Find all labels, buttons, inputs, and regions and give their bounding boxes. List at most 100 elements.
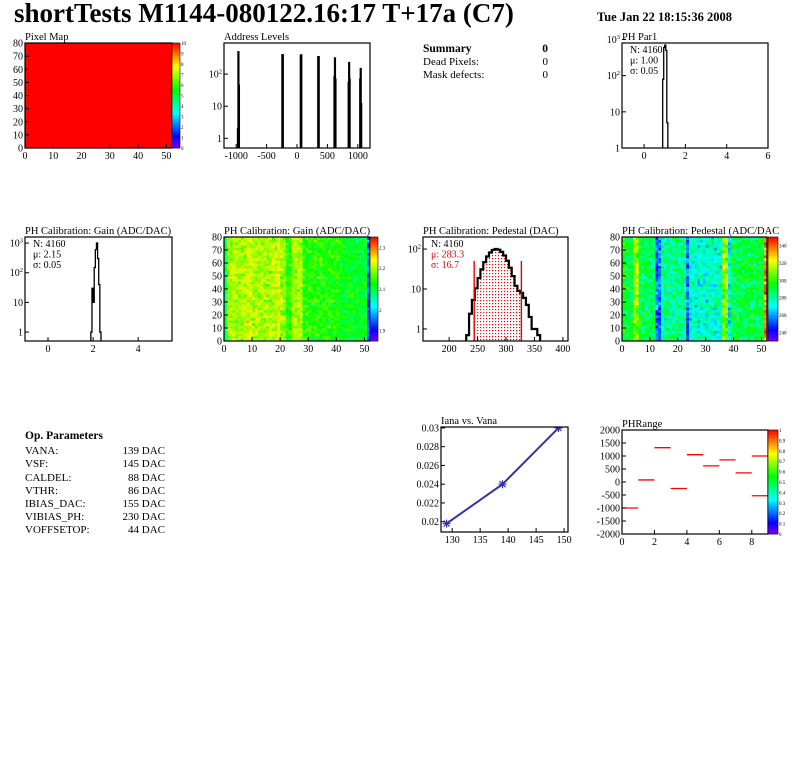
heatmap-cell — [336, 268, 340, 272]
heatmap-cell — [299, 322, 303, 326]
heatmap-cell — [716, 315, 720, 318]
heatmap-cell — [669, 244, 673, 248]
heatmap-cell — [226, 333, 230, 337]
heatmap-cell — [361, 299, 365, 303]
heatmap-cell — [758, 276, 762, 279]
heatmap-cell — [305, 255, 309, 259]
palette-label: 320 — [779, 262, 787, 267]
heatmap-cell — [322, 283, 326, 287]
heatmap-cell — [282, 322, 287, 326]
heatmap-cell — [268, 260, 273, 264]
heatmap-cell — [716, 265, 720, 269]
heatmap-cell — [327, 257, 331, 261]
heatmap-cell — [285, 296, 289, 300]
palette-cell — [768, 318, 778, 321]
heatmap-cell — [358, 281, 362, 285]
heatmap-cell — [661, 304, 665, 308]
heatmap-cell — [311, 294, 315, 298]
palette-cell — [768, 517, 778, 520]
heatmap-cell — [224, 302, 228, 305]
heatmap-cell — [661, 244, 665, 248]
heatmap-cell — [691, 263, 695, 266]
heatmap-cell — [330, 260, 334, 264]
x-tick-label: 1000 — [348, 151, 368, 162]
heatmap-cell — [719, 328, 723, 331]
heatmap-cell — [252, 338, 256, 341]
heatmap-cell — [733, 307, 737, 311]
heatmap-cell — [229, 328, 233, 331]
heatmap-cell — [739, 322, 743, 326]
heatmap-cell — [624, 252, 628, 256]
heatmap-cell — [291, 252, 295, 256]
heatmap-cell — [302, 276, 306, 279]
heatmap-cell — [630, 281, 634, 285]
heatmap-cell — [336, 294, 340, 298]
heatmap-cell — [353, 270, 357, 274]
heatmap-cell — [308, 338, 312, 341]
heatmap-cell — [229, 270, 233, 274]
heatmap-cell — [761, 335, 765, 339]
heatmap-cell — [714, 278, 718, 282]
heatmap-cell — [747, 281, 751, 285]
heatmap-cell — [758, 270, 762, 274]
heatmap-cell — [691, 325, 695, 329]
heatmap-cell — [638, 273, 642, 277]
heatmap-cell — [274, 307, 278, 311]
heatmap-cell — [266, 281, 270, 285]
heatmap-cell — [235, 294, 239, 298]
x-tick-label: 20 — [275, 344, 285, 355]
heatmap-cell — [753, 320, 757, 324]
heatmap-cell — [683, 268, 687, 272]
heatmap-cell — [316, 273, 320, 277]
heatmap-cell — [260, 281, 264, 285]
heatmap-cell — [257, 273, 261, 277]
heatmap-cell — [339, 283, 343, 287]
heatmap-cell — [702, 294, 706, 298]
heatmap-cell — [311, 299, 315, 303]
heatmap-cell — [319, 278, 323, 282]
palette-cell — [768, 461, 778, 464]
heatmap-cell — [252, 276, 256, 279]
heatmap-cell — [313, 325, 317, 329]
heatmap-cell — [627, 289, 631, 292]
heatmap-cell — [714, 242, 718, 246]
heatmap-cell — [232, 273, 236, 277]
heatmap-cell — [246, 317, 250, 321]
heatmap-cell — [302, 286, 306, 290]
heatmap-cell — [666, 278, 670, 282]
heatmap-cell — [333, 273, 337, 277]
heatmap-cell — [232, 304, 236, 308]
heatmap-cell — [330, 242, 334, 246]
heatmap-cell — [291, 265, 295, 269]
heatmap-cell — [294, 273, 298, 277]
heatmap-cell — [319, 325, 323, 329]
palette-cell — [768, 444, 778, 447]
heatmap-cell — [758, 302, 762, 305]
heatmap-cell — [266, 268, 270, 272]
heatmap-cell — [739, 276, 743, 279]
heatmap-cell — [705, 281, 709, 285]
palette-cell — [768, 274, 778, 277]
heatmap-cell — [224, 255, 228, 259]
y-tick-label: 40 — [13, 91, 23, 102]
heatmap-cell — [282, 289, 287, 292]
heatmap-cell — [235, 325, 239, 329]
heatmap-cell — [716, 273, 720, 277]
heatmap-cell — [647, 335, 651, 339]
heatmap-cell — [257, 307, 261, 311]
heatmap-cell — [246, 273, 250, 277]
heatmap-cell — [739, 237, 743, 240]
heatmap-cell — [688, 296, 693, 300]
heatmap-cell — [736, 270, 740, 274]
heatmap-cell — [647, 302, 651, 305]
heatmap-cell — [663, 265, 667, 269]
heatmap-cell — [758, 312, 762, 316]
heatmap-cell — [630, 286, 634, 290]
heatmap-cell — [683, 302, 687, 305]
heatmap-cell — [291, 309, 295, 313]
heatmap-cell — [750, 265, 754, 269]
heatmap-cell — [711, 328, 715, 331]
palette-cell — [768, 448, 778, 452]
heatmap-cell — [744, 330, 748, 334]
heatmap-cell — [624, 265, 628, 269]
